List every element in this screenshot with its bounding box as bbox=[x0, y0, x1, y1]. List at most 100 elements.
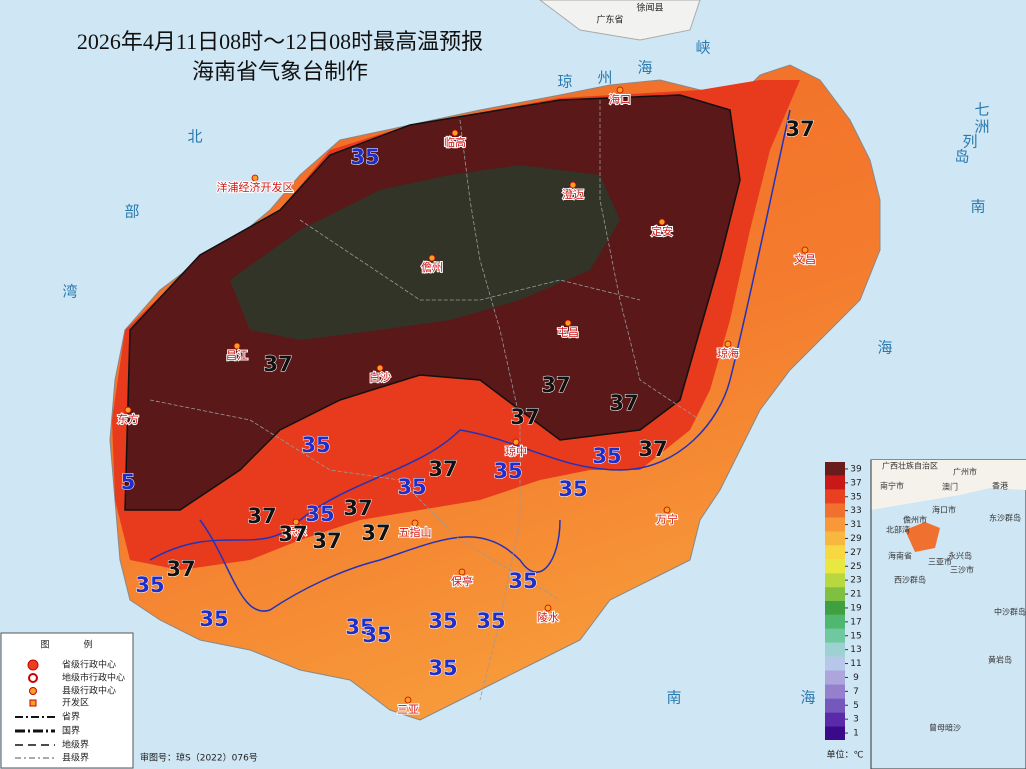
neighbor-label: 广东省 bbox=[596, 14, 623, 26]
inset-label: 儋州市 bbox=[903, 515, 927, 525]
place-label: 万宁 bbox=[656, 512, 678, 526]
colorbar-tick-label: 5 bbox=[853, 701, 859, 711]
inset-label: 三亚市 bbox=[928, 557, 952, 567]
contour-label: 37 bbox=[361, 521, 390, 545]
legend bbox=[0, 632, 134, 769]
place-marker bbox=[451, 129, 459, 137]
place-label: 东方 bbox=[117, 412, 139, 426]
icon bbox=[28, 673, 38, 683]
contour-label: 37 bbox=[166, 557, 195, 581]
sea-label: 南 bbox=[970, 198, 985, 216]
place-marker bbox=[124, 406, 132, 414]
place-label: 洋浦经济开发区 bbox=[217, 180, 294, 194]
colorbar-tick-label: 9 bbox=[853, 673, 859, 683]
place-marker bbox=[616, 86, 624, 94]
colorbar-tick-label: 11 bbox=[850, 659, 861, 669]
contour-label: 37 bbox=[428, 457, 457, 481]
contour-35 bbox=[149, 109, 791, 561]
colorbar-tick-label: 27 bbox=[850, 548, 861, 558]
inset-label: 中沙群岛 bbox=[994, 607, 1026, 617]
colorbar-band bbox=[825, 614, 845, 629]
place-marker bbox=[801, 246, 809, 254]
colorbar-tick-label: 37 bbox=[850, 478, 861, 488]
colorbar-band bbox=[825, 684, 845, 699]
colorbar-band bbox=[825, 462, 845, 476]
place-label: 昌江 bbox=[226, 349, 248, 362]
place-label: 文昌 bbox=[794, 252, 816, 266]
colorbar-tick-label: 15 bbox=[850, 631, 861, 641]
place-marker bbox=[292, 518, 300, 526]
contour-label: 37 bbox=[312, 529, 341, 553]
place-marker bbox=[458, 568, 466, 576]
sea-label: 湾 bbox=[62, 283, 77, 301]
zone-39 bbox=[230, 165, 620, 340]
sea-label: 岛 bbox=[954, 148, 969, 166]
place-marker bbox=[428, 254, 436, 262]
place-marker bbox=[251, 174, 259, 182]
legend-title: 例 bbox=[83, 639, 92, 651]
place-label: 乐东 bbox=[285, 525, 307, 538]
inset-label: 海南省 bbox=[888, 551, 912, 561]
contour-label: 35 bbox=[362, 623, 391, 647]
contour-label: 5 bbox=[121, 470, 136, 494]
colorbar-tick-label: 13 bbox=[850, 645, 861, 655]
colorbar-band bbox=[825, 475, 845, 490]
inset-label: 三沙市 bbox=[950, 565, 974, 575]
colorbar-band bbox=[825, 573, 845, 588]
legend-item: 国界 bbox=[62, 726, 80, 737]
place-marker bbox=[233, 342, 241, 350]
colorbar-tick-label: 35 bbox=[850, 492, 861, 502]
contour-35 bbox=[199, 519, 561, 612]
colorbar-band bbox=[825, 698, 845, 713]
sea-label: 北 bbox=[187, 128, 202, 146]
place-label: 澄迈 bbox=[562, 187, 584, 201]
place-marker bbox=[404, 696, 412, 704]
colorbar-tick-label: 25 bbox=[850, 562, 861, 572]
title: 2026年4月11日08时～12日08时最高温预报 bbox=[77, 29, 483, 54]
place-marker bbox=[376, 364, 384, 372]
colorbar-band bbox=[825, 517, 845, 532]
place-label: 三亚 bbox=[397, 703, 419, 716]
inset-label: 黄岩岛 bbox=[988, 655, 1012, 665]
colorbar-unit: 单位：℃ bbox=[826, 749, 863, 761]
place-label: 琼中 bbox=[505, 444, 527, 458]
contour-label: 35 bbox=[135, 573, 164, 597]
inset-label: 北部湾 bbox=[886, 525, 910, 535]
colorbar-band bbox=[825, 503, 845, 518]
contour-label: 35 bbox=[305, 502, 334, 526]
contour-label: 35 bbox=[476, 609, 505, 633]
inset-label: 南宁市 bbox=[880, 481, 904, 491]
colorbar-band bbox=[825, 489, 845, 504]
place-marker bbox=[544, 604, 552, 612]
colorbar-band bbox=[825, 656, 845, 671]
sea-label: 列 bbox=[962, 133, 977, 151]
legend-item: 省界 bbox=[62, 711, 80, 723]
sea-label: 部 bbox=[124, 203, 139, 221]
inset-hainan bbox=[905, 522, 940, 552]
icon bbox=[29, 699, 37, 707]
place-marker bbox=[663, 506, 671, 514]
colorbar-band bbox=[825, 712, 845, 727]
place-label: 陵水 bbox=[537, 611, 559, 624]
colorbar-tick-label: 29 bbox=[850, 534, 862, 544]
legend-item: 开发区 bbox=[62, 697, 89, 709]
sea-label: 七 bbox=[974, 101, 989, 119]
colorbar-band bbox=[825, 628, 845, 643]
colorbar-tick-label: 31 bbox=[850, 520, 861, 530]
titles: 2026年4月11日08时～12日08时最高温预报 海南省气象台制作 bbox=[77, 29, 483, 84]
subtitle: 海南省气象台制作 bbox=[192, 59, 368, 84]
place-marker bbox=[658, 218, 666, 226]
contour-label: 37 bbox=[638, 437, 667, 461]
inset-label: 永兴岛 bbox=[948, 551, 972, 561]
place-label: 临高 bbox=[444, 135, 466, 149]
place-marker bbox=[724, 340, 732, 348]
place-label: 白沙 bbox=[369, 370, 391, 384]
colorbar-tick-label: 39 bbox=[850, 464, 862, 474]
legend-item: 地级市行政中心 bbox=[62, 672, 125, 684]
inset-label: 海口市 bbox=[932, 505, 956, 515]
contour-label: 35 bbox=[199, 607, 228, 631]
legend-item: 省级行政中心 bbox=[62, 659, 116, 671]
place-label: 保亭 bbox=[451, 574, 473, 588]
contour-label: 35 bbox=[345, 615, 374, 639]
